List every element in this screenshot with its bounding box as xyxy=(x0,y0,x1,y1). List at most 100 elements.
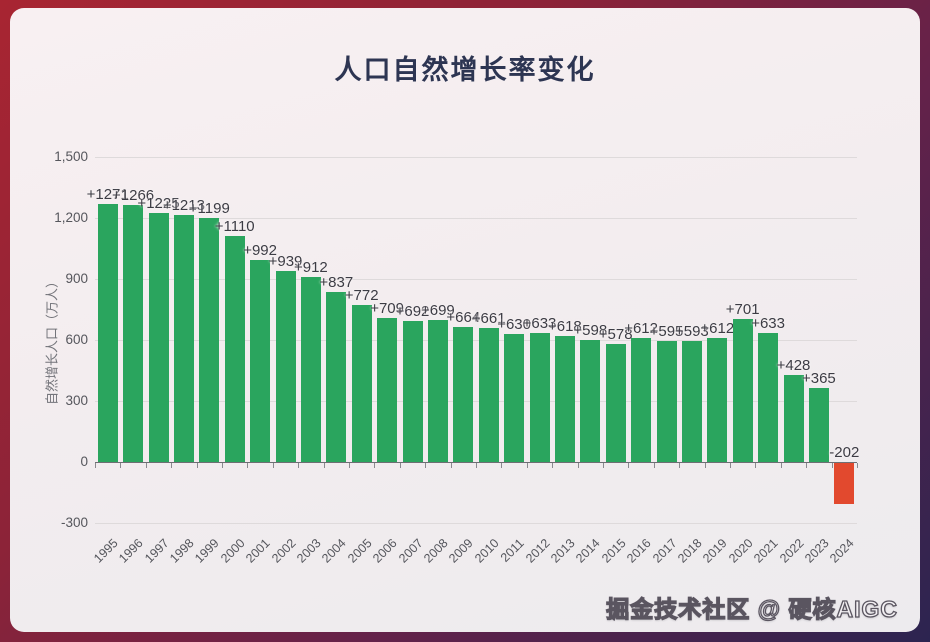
axis-tick xyxy=(577,463,579,468)
gridline-1500 xyxy=(95,157,857,158)
bar-value-text: +1199 xyxy=(188,200,230,218)
x-tick-text: 2015 xyxy=(599,536,629,566)
bar-value-text: +664 xyxy=(446,308,481,326)
x-tick-text: 1997 xyxy=(141,536,172,566)
gridline--300 xyxy=(95,523,857,524)
bar-value-text: +661 xyxy=(471,309,506,327)
y-tick-label-1200: 1,200 xyxy=(54,210,88,225)
x-tick-text: 1996 xyxy=(116,536,146,566)
bar-2023[interactable] xyxy=(808,387,829,462)
bar-value-text: +701 xyxy=(725,301,760,319)
bar-2001[interactable] xyxy=(250,260,271,462)
bar-2017[interactable] xyxy=(656,341,677,462)
x-tick-text: 1995 xyxy=(91,536,121,566)
bar-value-text: +1271 xyxy=(86,185,129,203)
x-tick-text: 1998 xyxy=(167,536,197,566)
bar-2016[interactable] xyxy=(631,337,652,462)
axis-tick xyxy=(755,463,757,468)
x-tick-text: 2016 xyxy=(624,536,654,566)
bar-2019[interactable] xyxy=(707,337,728,462)
bar-2008[interactable] xyxy=(427,319,448,462)
bar-value-text: +912 xyxy=(293,258,328,276)
bar-1995[interactable] xyxy=(97,203,118,462)
axis-tick xyxy=(298,463,300,468)
axis-tick xyxy=(501,463,503,468)
x-tick-text: 2024 xyxy=(827,536,858,566)
bar-2012[interactable] xyxy=(529,333,550,462)
bar-1997[interactable] xyxy=(148,212,169,462)
bar-2004[interactable] xyxy=(326,291,347,462)
axis-tick xyxy=(247,463,249,468)
bar-value-text: +692 xyxy=(395,303,430,321)
x-tick-text: 2020 xyxy=(726,536,756,566)
x-tick-text: 2023 xyxy=(802,536,832,566)
plot-area: +1271 +1266 +1225 +1213 +1199 +1110 +992 +939 +9… xyxy=(87,157,859,524)
bar-2005[interactable] xyxy=(351,305,372,462)
bar-2003[interactable] xyxy=(300,276,321,462)
bar-value-text: +578 xyxy=(598,326,633,344)
y-tick-label-600: 600 xyxy=(65,332,88,347)
bar-1999[interactable] xyxy=(199,218,220,462)
bar-2007[interactable] xyxy=(402,321,423,462)
gridline-300 xyxy=(95,401,857,402)
bar-2020[interactable] xyxy=(732,319,753,462)
bar-2013[interactable] xyxy=(554,336,575,462)
bar-2000[interactable] xyxy=(224,236,245,462)
gridline-600 xyxy=(95,340,857,341)
bar-2015[interactable] xyxy=(605,344,626,462)
bar-value-text: +595 xyxy=(649,323,684,341)
axis-tick xyxy=(730,463,731,468)
bar-1996[interactable] xyxy=(123,204,144,462)
bar-2022[interactable] xyxy=(783,374,804,462)
bar-value-text: +1110 xyxy=(214,218,255,236)
x-tick-text: 1999 xyxy=(192,536,223,566)
bar-2006[interactable] xyxy=(377,317,398,462)
axis-tick xyxy=(272,463,274,468)
bar-2018[interactable] xyxy=(681,341,702,462)
axis-tick xyxy=(780,463,782,468)
x-tick-text: 2002 xyxy=(268,536,299,566)
x-tick-text: 2017 xyxy=(649,536,680,566)
bar-2002[interactable] xyxy=(275,271,296,462)
bar-value-text: +992 xyxy=(243,242,277,260)
bar-value-text: +699 xyxy=(420,301,455,319)
chart-card: 人口自然增长率变化 1,500 1,200 900 600 300 0 -300 自然增长人… xyxy=(10,8,920,632)
bar-value-text: +1266 xyxy=(112,186,155,204)
x-tick-text: 2009 xyxy=(446,536,477,566)
bar-2021[interactable] xyxy=(758,333,779,462)
x-tick-text: 2014 xyxy=(573,536,604,566)
bar-2011[interactable] xyxy=(504,333,525,462)
x-tick-text: 2012 xyxy=(522,536,553,566)
bar-value-text: +1213 xyxy=(162,197,205,215)
bar-value-text: +939 xyxy=(268,253,303,271)
bar-2014[interactable] xyxy=(580,340,601,462)
gridline-1200 xyxy=(95,218,857,219)
axis-tick xyxy=(450,463,452,468)
bar-value-text: +630 xyxy=(497,315,531,333)
axis-tick xyxy=(653,463,655,468)
axis-tick xyxy=(425,463,427,468)
axis-tick xyxy=(196,463,198,468)
y-tick-label-1500: 1,500 xyxy=(54,149,88,164)
axis-tick xyxy=(603,463,604,468)
x-axis-line xyxy=(95,462,857,463)
axis-tick xyxy=(145,463,147,468)
x-tick-text: 2004 xyxy=(319,536,350,566)
axis-tick xyxy=(806,463,808,468)
x-tick-text: 2008 xyxy=(421,536,451,566)
bar-value-text: +598 xyxy=(573,322,608,340)
bar-value-text: +618 xyxy=(547,318,582,336)
x-tick-text: 2003 xyxy=(294,536,324,566)
watermark: 掘金技术社区 @ 硬核AIGC xyxy=(606,595,898,622)
bar-1998[interactable] xyxy=(173,215,194,462)
bar-2010[interactable] xyxy=(478,327,499,462)
bar-2009[interactable] xyxy=(453,326,474,462)
axis-tick xyxy=(399,463,401,468)
bar-2024[interactable] xyxy=(834,463,855,505)
bar-value-text: +837 xyxy=(319,273,354,291)
axis-tick xyxy=(349,463,350,468)
x-tick-text: 2018 xyxy=(675,536,705,566)
axis-tick xyxy=(552,463,554,468)
axis-tick xyxy=(628,463,630,468)
